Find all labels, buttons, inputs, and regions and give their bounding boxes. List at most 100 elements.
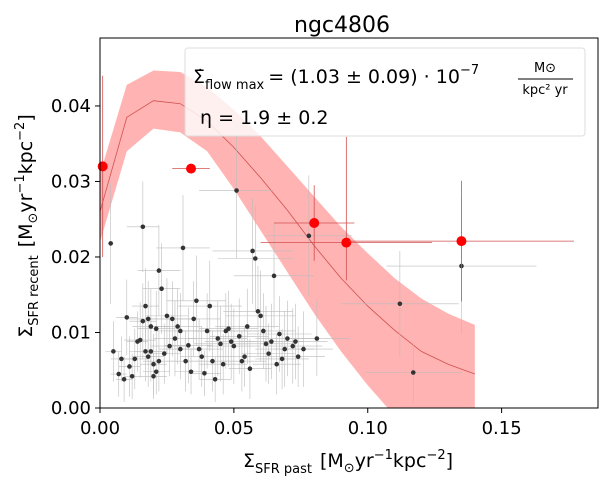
annotation-frac-num: M⊙ (534, 61, 556, 76)
chart-title: ngc4806 (294, 13, 390, 38)
annotation-frac-den: kpc² yr (522, 83, 568, 98)
data-point (145, 316, 151, 322)
data-point (204, 328, 210, 334)
binned-point (186, 163, 197, 174)
data-point (127, 364, 132, 369)
data-point (226, 326, 231, 332)
data-point (175, 324, 180, 329)
data-point (129, 373, 135, 379)
data-point (271, 273, 277, 279)
data-point (277, 331, 282, 337)
x-label-yr: yr (355, 450, 374, 472)
data-point (180, 245, 186, 251)
data-point (161, 351, 167, 356)
y-label-units-open: [M (15, 223, 37, 247)
data-point (188, 369, 194, 375)
annotation-exponent: −7 (460, 63, 479, 78)
data-point (121, 377, 127, 382)
data-point (183, 358, 188, 364)
data-point (250, 248, 255, 254)
binned-point (97, 161, 108, 172)
x-label-exp2: −2 (426, 448, 445, 463)
data-point (236, 333, 242, 339)
annotation-flow-text: Σ̇flow max = (1.03 ± 0.09) · 10−7 (193, 63, 479, 93)
data-point (293, 339, 298, 344)
x-label-exp1: −1 (374, 448, 393, 463)
data-point (301, 346, 306, 352)
data-point (140, 318, 146, 324)
data-point (244, 324, 250, 329)
data-point (132, 356, 138, 362)
y-tick-label: 0.00 (51, 398, 91, 419)
data-point (252, 256, 258, 261)
data-point (295, 354, 301, 359)
x-axis-label: ΣSFR past [M⊙yr−1kpc−2] (243, 448, 453, 477)
y-label-exp1: −1 (13, 174, 28, 193)
data-point (314, 336, 320, 341)
annotation-frame (184, 47, 586, 137)
data-point (153, 369, 159, 375)
data-point (156, 268, 162, 273)
data-point (285, 336, 290, 341)
data-point-layer (108, 188, 464, 382)
data-point (156, 358, 162, 364)
data-point (247, 366, 253, 372)
data-point (212, 377, 218, 382)
data-point (143, 349, 148, 354)
annotation-sigma-dot: Σ̇ (193, 66, 205, 88)
data-point (290, 343, 296, 349)
data-point (124, 315, 130, 320)
data-point (231, 343, 237, 349)
data-point (397, 301, 403, 307)
x-label-units-close: ] (446, 450, 453, 472)
annotation-flow-sub: flow max (205, 78, 265, 93)
data-point (410, 370, 416, 375)
data-point (194, 298, 199, 304)
annotation-box: Σ̇flow max = (1.03 ± 0.09) · 10−7 M⊙ kpc²… (184, 47, 586, 137)
y-label-exp2: −2 (13, 122, 28, 141)
data-point (178, 346, 183, 352)
binned-point (456, 236, 467, 247)
data-point (269, 339, 274, 344)
x-label-sun: ⊙ (344, 461, 355, 476)
data-point (274, 361, 280, 367)
x-label-sub: SFR past (255, 462, 312, 477)
binned-point (341, 237, 352, 248)
data-point (119, 356, 124, 362)
data-point (108, 241, 114, 246)
data-point (255, 309, 261, 314)
x-tick-label: 0.10 (348, 418, 388, 439)
data-point (279, 356, 285, 362)
binned-point-layer (97, 75, 574, 302)
data-point (282, 346, 288, 352)
data-point (178, 328, 183, 334)
x-tick-label: 0.00 (80, 418, 120, 439)
data-point (140, 224, 146, 230)
y-label-sun: ⊙ (26, 213, 41, 224)
annotation-value: = (1.03 ± 0.09) · 10 (268, 66, 460, 88)
data-point (228, 339, 234, 344)
data-point (261, 328, 266, 334)
model-band-layer (100, 70, 475, 408)
data-point (207, 303, 213, 309)
y-tick-label: 0.04 (51, 96, 91, 117)
data-point (239, 358, 245, 364)
data-point (167, 343, 172, 349)
binned-point (309, 218, 320, 228)
data-point (199, 354, 205, 359)
x-label-units-open: [M (320, 450, 344, 472)
data-point (148, 324, 154, 329)
model-uncertainty-band (100, 70, 475, 408)
data-point (148, 349, 154, 354)
data-point (218, 341, 223, 347)
y-label-sigma: Σ (15, 326, 37, 338)
y-tick-label: 0.03 (51, 171, 91, 192)
data-point (151, 373, 156, 379)
y-label-yr: yr (15, 193, 37, 212)
data-point (210, 358, 215, 364)
data-point (220, 361, 226, 367)
data-point (151, 361, 156, 367)
data-point (196, 346, 202, 352)
data-point (145, 354, 151, 359)
